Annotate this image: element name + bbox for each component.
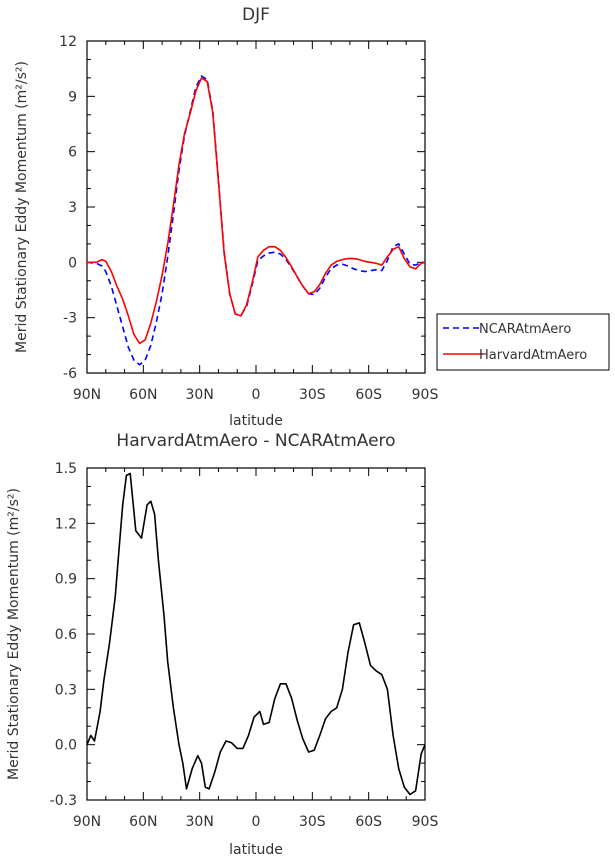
chart-panel-1: DJF 90N 60N 30N 0 30S 60S 90S 12 9 6 3 0 -3 -6 latitude… xyxy=(14,5,610,429)
y-tick-label: -0.3 xyxy=(50,793,77,809)
chart-panel-2: HarvardAtmAero - NCARAtmAero 90N 60N 30N 0 30… xyxy=(6,431,438,858)
y-tick-label: 1.5 xyxy=(55,461,77,477)
x-tick-label: 30N xyxy=(186,387,214,403)
x-tick-label: 90N xyxy=(73,387,101,403)
y-tick-label: -6 xyxy=(63,366,77,382)
x-tick-label: 90S xyxy=(412,387,439,403)
y-tick-label: 0.0 xyxy=(55,738,77,754)
x-tick-label: 90S xyxy=(412,814,439,830)
x-tick-label: 60N xyxy=(129,387,157,403)
chart-title: HarvardAtmAero - NCARAtmAero xyxy=(116,431,395,451)
series-line-difference xyxy=(86,472,426,796)
y-tick-label: 9 xyxy=(68,89,77,105)
x-tick-label: 30N xyxy=(186,814,214,830)
plot-frame xyxy=(86,467,426,801)
x-tick-label: 60N xyxy=(129,814,157,830)
y-tick-label: -3 xyxy=(63,311,77,327)
x-tick-label: 30S xyxy=(299,387,326,403)
legend-label: HarvardAtmAero xyxy=(479,348,587,363)
y-tick-label: 1.2 xyxy=(55,516,77,532)
y-axis-label: Merid Stationary Eddy Momentum (m²/s²) xyxy=(14,61,30,353)
y-tick-label: 0.3 xyxy=(55,682,77,698)
y-tick-label: 6 xyxy=(68,145,77,161)
y-tick-label: 0 xyxy=(68,255,77,271)
legend: NCARAtmAero HarvardAtmAero xyxy=(436,313,610,371)
chart-title: DJF xyxy=(242,5,270,25)
y-axis-label: Merid Stationary Eddy Momentum (m²/s²) xyxy=(6,488,22,780)
y-tick-label: 0.9 xyxy=(55,572,77,588)
plot-frame xyxy=(86,40,426,374)
x-tick-label: 0 xyxy=(252,387,261,403)
series-line-harvardatmaero xyxy=(87,77,426,345)
x-axis-label: latitude xyxy=(229,413,283,429)
x-tick-label: 30S xyxy=(299,814,326,830)
legend-label: NCARAtmAero xyxy=(479,322,571,337)
x-tick-label: 0 xyxy=(252,814,261,830)
y-tick-label: 3 xyxy=(68,200,77,216)
x-tick-label: 60S xyxy=(355,387,382,403)
x-tick-label: 60S xyxy=(355,814,382,830)
x-axis-label: latitude xyxy=(229,842,283,858)
x-tick-label: 90N xyxy=(73,814,101,830)
y-tick-label: 12 xyxy=(59,34,77,50)
legend-box xyxy=(436,313,610,371)
y-tick-label: 0.6 xyxy=(55,627,77,643)
series-line-ncaratmaero xyxy=(86,75,425,366)
